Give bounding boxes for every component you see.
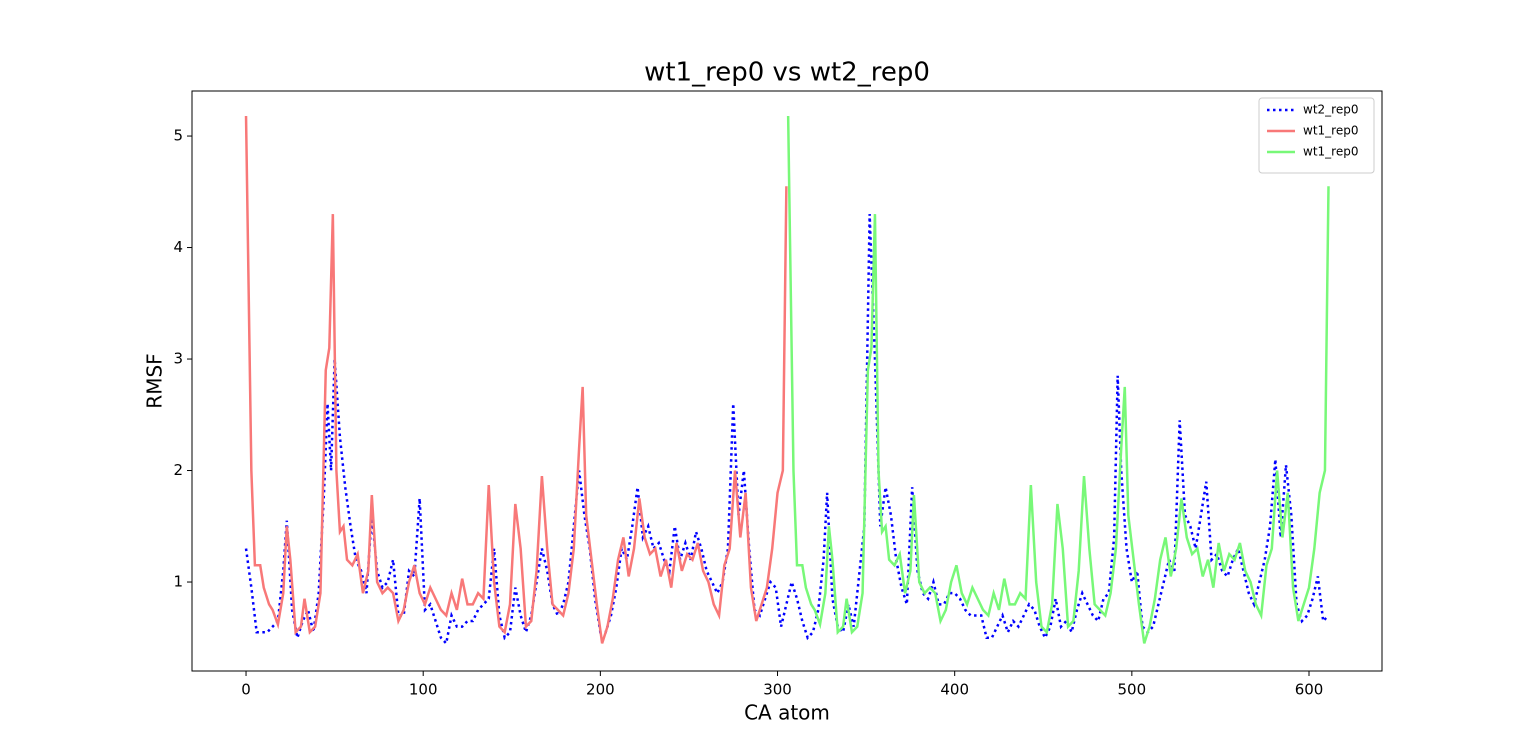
series-line [786,115,1330,644]
x-tick-label: 400 [940,681,969,699]
x-tick-label: 300 [763,681,792,699]
x-axis-label: CA atom [744,701,830,725]
series-line [244,115,788,644]
y-tick-label: 5 [173,127,183,145]
legend-label: wt1_rep0 [1303,124,1358,138]
y-axis-label: RMSF [143,353,167,408]
chart-title: wt1_rep0 vs wt2_rep0 [644,58,930,88]
y-tick-label: 2 [173,461,183,479]
legend-box [1258,97,1375,174]
y-tick-label: 3 [173,350,183,368]
x-tick-label: 600 [1295,681,1324,699]
legend-label: wt2_rep0 [1303,103,1358,117]
series-line [244,214,1330,646]
x-tick-label: 500 [1118,681,1147,699]
x-tick-label: 100 [409,681,438,699]
x-tick-label: 200 [586,681,615,699]
y-tick-label: 4 [173,238,183,256]
legend-label: wt1_rep0 [1303,145,1358,159]
y-tick-label: 1 [173,573,183,591]
plot-frame [191,90,1383,672]
x-tick-label: 0 [241,681,251,699]
